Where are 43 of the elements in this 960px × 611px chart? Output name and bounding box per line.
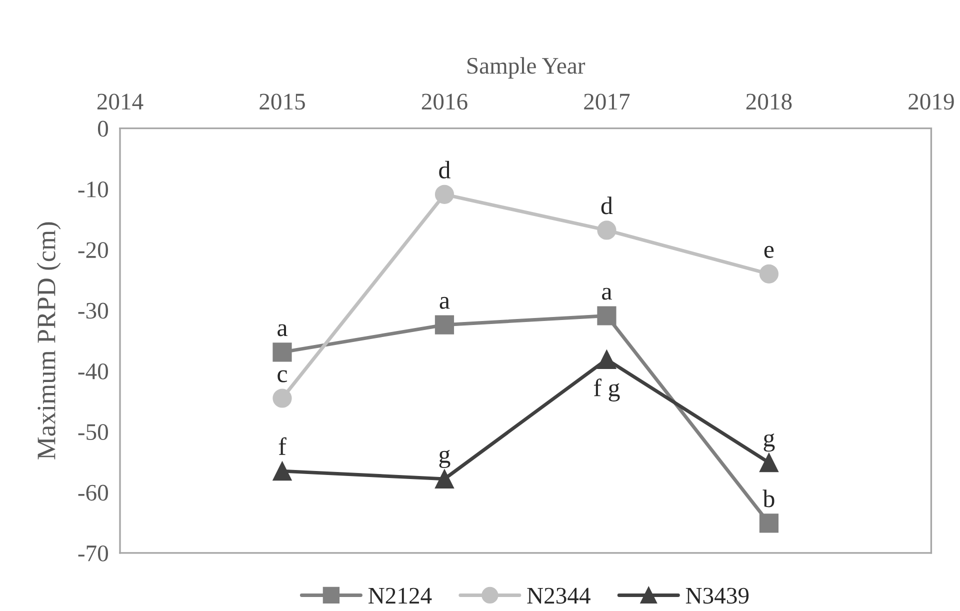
annotation: g bbox=[764, 433, 775, 452]
annotation: c bbox=[278, 370, 288, 382]
point bbox=[272, 342, 292, 362]
annotation: f bbox=[278, 437, 286, 455]
legend-label: N2124 bbox=[368, 588, 432, 604]
x-tick-label: 2016 bbox=[422, 94, 468, 110]
point bbox=[434, 184, 454, 204]
point bbox=[272, 388, 292, 408]
annotation: f g bbox=[594, 378, 620, 402]
point bbox=[434, 469, 454, 488]
y-tick-label: -70 bbox=[78, 545, 108, 562]
x-tick-label: 2018 bbox=[746, 94, 792, 110]
annotation: e bbox=[764, 246, 774, 258]
annotation: d bbox=[601, 196, 613, 214]
point bbox=[434, 315, 454, 334]
x-tick-label: 2017 bbox=[584, 94, 630, 110]
y-tick-label: -50 bbox=[78, 424, 108, 440]
x-tick-label: 2015 bbox=[260, 94, 305, 110]
point bbox=[597, 306, 616, 326]
point bbox=[759, 264, 779, 284]
x-axis-title: Sample Year bbox=[468, 57, 586, 79]
annotation: a bbox=[278, 324, 288, 336]
point bbox=[597, 220, 616, 240]
x-tick-label: 2019 bbox=[908, 94, 954, 110]
y-tick-label: -40 bbox=[78, 363, 108, 380]
y-tick-label: -30 bbox=[78, 302, 108, 319]
legend-label: N3439 bbox=[686, 588, 749, 604]
y-axis-title: Maximum PRPD (cm) bbox=[36, 222, 61, 460]
y-tick-label: -60 bbox=[78, 484, 108, 501]
annotation: g bbox=[439, 450, 450, 468]
point bbox=[759, 514, 779, 533]
annotation: b bbox=[762, 490, 774, 508]
point bbox=[597, 350, 616, 369]
annotation: d bbox=[439, 160, 450, 178]
y-tick-label: -20 bbox=[78, 242, 108, 258]
annotation: a bbox=[440, 296, 450, 309]
y-tick-label: 0 bbox=[98, 120, 108, 137]
point bbox=[272, 462, 292, 481]
annotation: a bbox=[602, 288, 612, 300]
legend-label: N2344 bbox=[527, 588, 590, 604]
point bbox=[759, 453, 779, 472]
y-tick-label: -10 bbox=[78, 181, 108, 198]
x-tick-label: 2014 bbox=[97, 94, 144, 110]
